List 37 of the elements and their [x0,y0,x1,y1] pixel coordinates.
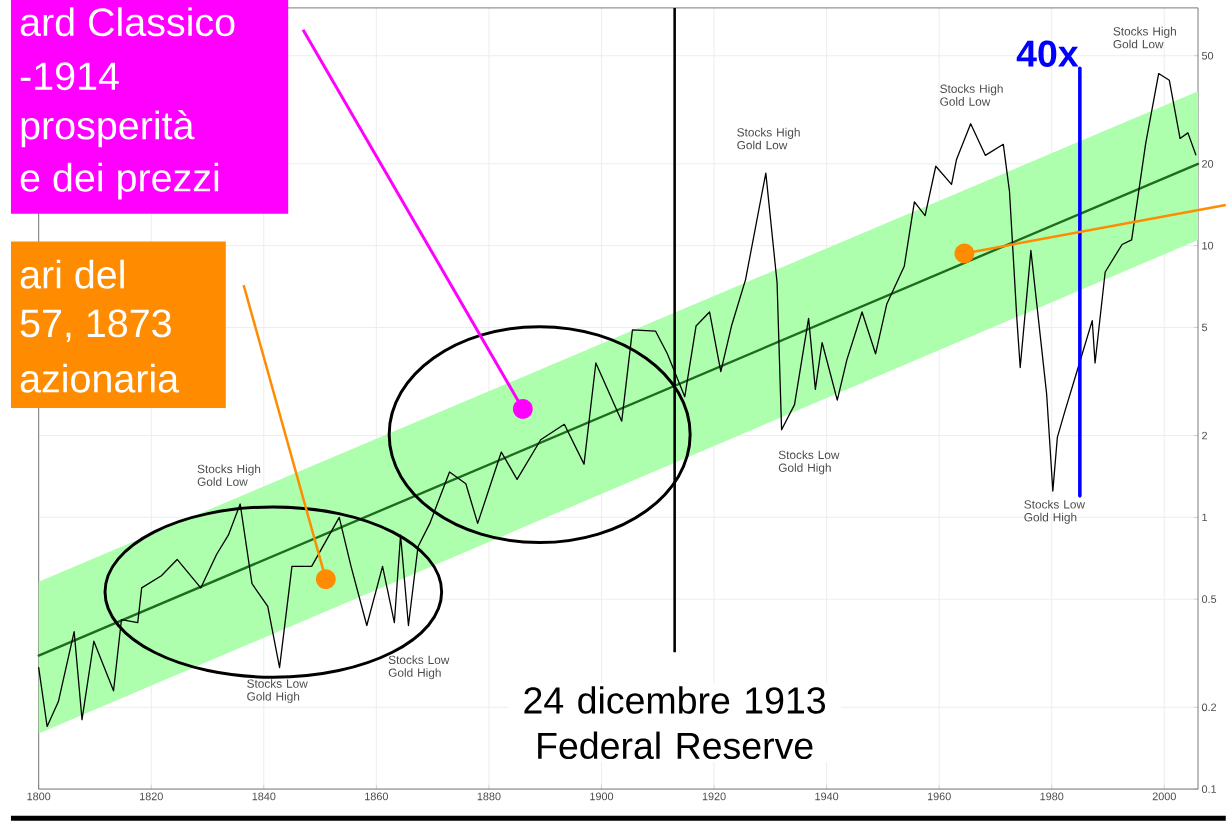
y-tick-label: 1 [1202,513,1208,522]
x-tick-label: 1820 [140,792,163,801]
annotation: Stocks High Gold Low [737,128,800,150]
x-tick-label: 1800 [27,792,51,801]
annotation: Stocks Low Gold High [247,679,308,704]
x-tick-label: 1940 [815,792,839,801]
x-tick-label: 1860 [365,792,388,801]
annotation: Stocks Low Gold High [1024,500,1085,524]
series-label: 40x [1016,40,1079,68]
x-tick-label: 1920 [702,792,726,801]
x-tick-label: 2000 [1152,792,1176,801]
annotation: ari del [20,259,124,289]
x-tick-label: 1960 [927,792,951,801]
y-tick-label: 10 [1202,242,1214,250]
annotation: prosperità [21,110,195,148]
annotation: Stocks High Gold Low [197,464,261,487]
y-tick-label: 0.2 [1201,703,1217,712]
x-tick-label: 1980 [1040,792,1064,801]
y-tick-label: 20 [1202,160,1214,168]
y-tick-label: 50 [1201,52,1214,60]
y-tick-label: 0.1 [1201,785,1217,794]
ref-line-label: 24 dicembre 1913 Federal Reserve [524,686,826,760]
y-tick-label: 5 [1201,323,1208,332]
annotation: e dei prezzi [20,162,219,200]
annotation: Stocks High Gold Low [1113,27,1176,49]
y-tick-label: 0.5 [1201,595,1217,604]
annotation: -1914 [20,62,119,91]
x-tick-label: 1840 [252,792,276,801]
annotation: Stocks High Gold Low [940,84,1003,106]
x-tick-label: 1880 [477,792,501,801]
annotation: 57, 1873 [20,309,171,343]
annotation: azionaria [20,363,180,393]
annotation: Stocks Low Gold High [388,655,450,680]
annotation: Stocks Low Gold High [778,450,840,475]
y-tick-label: 2 [1202,431,1208,440]
x-tick-label: 1900 [590,792,614,801]
annotation: ard Classico [20,7,235,37]
